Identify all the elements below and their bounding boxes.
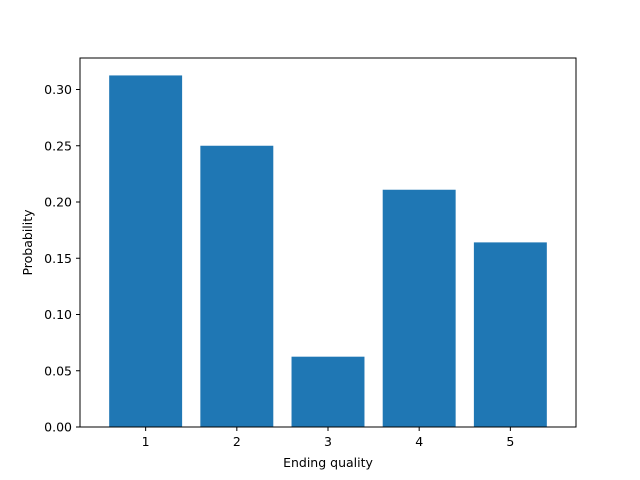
x-tick-label: 2 — [233, 434, 241, 449]
y-tick-label: 0.30 — [44, 82, 72, 97]
y-tick-label: 0.00 — [44, 420, 72, 435]
y-axis-label: Probability — [20, 209, 35, 276]
y-tick-label: 0.20 — [44, 195, 72, 210]
bar-5 — [473, 242, 547, 427]
y-tick-label: 0.10 — [44, 307, 72, 322]
bar-1 — [109, 75, 183, 427]
x-tick-label: 5 — [506, 434, 514, 449]
x-tick-label: 1 — [142, 434, 150, 449]
x-axis-label: Ending quality — [283, 455, 373, 470]
y-tick-label: 0.25 — [44, 138, 72, 153]
y-tick-label: 0.05 — [44, 363, 72, 378]
bar-3 — [291, 356, 365, 427]
plot-frame — [79, 57, 577, 428]
x-tick-label: 3 — [324, 434, 332, 449]
x-tick-label: 4 — [415, 434, 423, 449]
x-axis-ticks: 1 2 3 4 5 — [142, 427, 514, 449]
bar-4 — [382, 189, 456, 427]
bar-2 — [200, 145, 274, 427]
y-axis-ticks: 0.00 0.05 0.10 0.15 0.20 0.25 0.30 — [44, 82, 80, 435]
bars-group — [109, 75, 547, 427]
y-tick-label: 0.15 — [44, 251, 72, 266]
